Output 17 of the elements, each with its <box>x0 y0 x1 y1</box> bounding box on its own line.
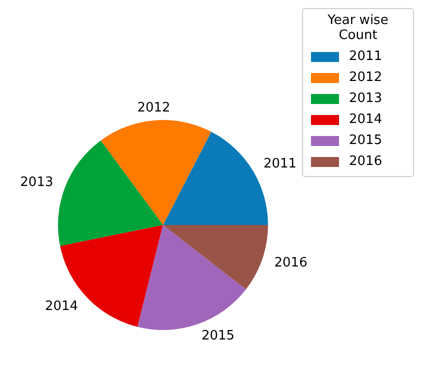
slice-label: 2015 <box>201 328 235 344</box>
slice-label: 2016 <box>274 256 308 271</box>
slice-label: 2011 <box>263 156 297 172</box>
pie-slice <box>138 225 246 330</box>
slice-label: 2012 <box>137 100 170 116</box>
slice-label: 2013 <box>20 175 54 190</box>
pie-slice <box>58 140 163 246</box>
legend-label: 2015 <box>349 133 382 148</box>
pie-slice <box>163 225 268 290</box>
legend-label: 2016 <box>349 154 382 169</box>
legend-label: 2013 <box>349 91 382 106</box>
slice-label: 2014 <box>44 298 78 314</box>
legend-title: Year wise Count <box>326 13 390 43</box>
legend-label: 2014 <box>349 112 382 127</box>
legend-label: 2011 <box>349 49 382 64</box>
pie-slice <box>100 120 212 225</box>
legend-label: 2012 <box>349 70 382 85</box>
